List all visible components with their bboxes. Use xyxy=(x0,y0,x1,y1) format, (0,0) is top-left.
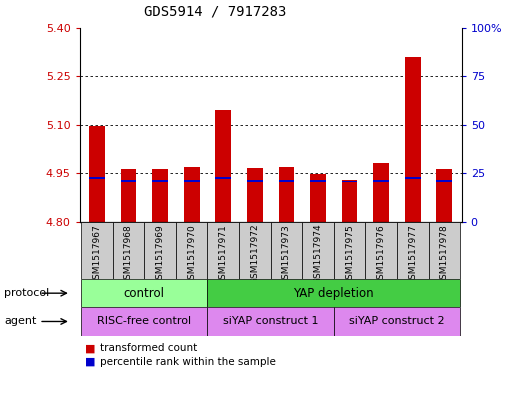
Text: GSM1517974: GSM1517974 xyxy=(313,224,323,285)
Text: GSM1517972: GSM1517972 xyxy=(250,224,259,285)
Bar xyxy=(405,177,421,179)
Text: ■: ■ xyxy=(85,357,95,367)
Text: GDS5914 / 7917283: GDS5914 / 7917283 xyxy=(144,5,287,19)
Bar xyxy=(176,222,207,279)
Text: GSM1517969: GSM1517969 xyxy=(155,224,165,285)
Bar xyxy=(342,180,358,182)
Bar xyxy=(247,180,263,182)
Bar xyxy=(437,180,452,182)
Bar xyxy=(81,307,207,336)
Bar xyxy=(342,180,358,222)
Bar xyxy=(184,167,200,222)
Text: percentile rank within the sample: percentile rank within the sample xyxy=(100,357,276,367)
Bar xyxy=(373,180,389,182)
Bar xyxy=(239,222,270,279)
Bar xyxy=(89,127,105,222)
Text: agent: agent xyxy=(4,316,36,327)
Bar xyxy=(207,307,334,336)
Text: GSM1517967: GSM1517967 xyxy=(92,224,102,285)
Bar xyxy=(270,222,302,279)
Text: siYAP construct 2: siYAP construct 2 xyxy=(349,316,445,327)
Bar xyxy=(81,279,207,307)
Bar xyxy=(279,167,294,222)
Bar xyxy=(113,222,144,279)
Text: GSM1517977: GSM1517977 xyxy=(408,224,417,285)
Bar xyxy=(373,163,389,222)
Text: GSM1517973: GSM1517973 xyxy=(282,224,291,285)
Text: RISC-free control: RISC-free control xyxy=(97,316,191,327)
Text: GSM1517968: GSM1517968 xyxy=(124,224,133,285)
Text: ■: ■ xyxy=(85,343,95,353)
Bar xyxy=(152,169,168,222)
Bar xyxy=(279,180,294,182)
Bar xyxy=(428,222,460,279)
Bar xyxy=(334,307,460,336)
Bar xyxy=(310,174,326,222)
Text: GSM1517975: GSM1517975 xyxy=(345,224,354,285)
Bar xyxy=(81,222,113,279)
Bar xyxy=(207,222,239,279)
Bar xyxy=(215,110,231,222)
Bar xyxy=(334,222,365,279)
Text: GSM1517971: GSM1517971 xyxy=(219,224,228,285)
Bar xyxy=(405,57,421,222)
Text: GSM1517976: GSM1517976 xyxy=(377,224,386,285)
Bar xyxy=(121,180,136,182)
Text: control: control xyxy=(124,286,165,300)
Text: GSM1517978: GSM1517978 xyxy=(440,224,449,285)
Bar xyxy=(144,222,176,279)
Text: GSM1517970: GSM1517970 xyxy=(187,224,196,285)
Bar xyxy=(152,180,168,182)
Bar xyxy=(247,167,263,222)
Bar xyxy=(397,222,428,279)
Bar xyxy=(437,169,452,222)
Bar xyxy=(302,222,334,279)
Bar xyxy=(207,279,460,307)
Text: siYAP construct 1: siYAP construct 1 xyxy=(223,316,319,327)
Text: transformed count: transformed count xyxy=(100,343,198,353)
Bar xyxy=(89,177,105,179)
Bar xyxy=(121,169,136,222)
Bar xyxy=(365,222,397,279)
Bar xyxy=(310,180,326,182)
Text: YAP depletion: YAP depletion xyxy=(293,286,374,300)
Text: protocol: protocol xyxy=(4,288,49,298)
Bar xyxy=(215,177,231,179)
Bar xyxy=(184,180,200,182)
